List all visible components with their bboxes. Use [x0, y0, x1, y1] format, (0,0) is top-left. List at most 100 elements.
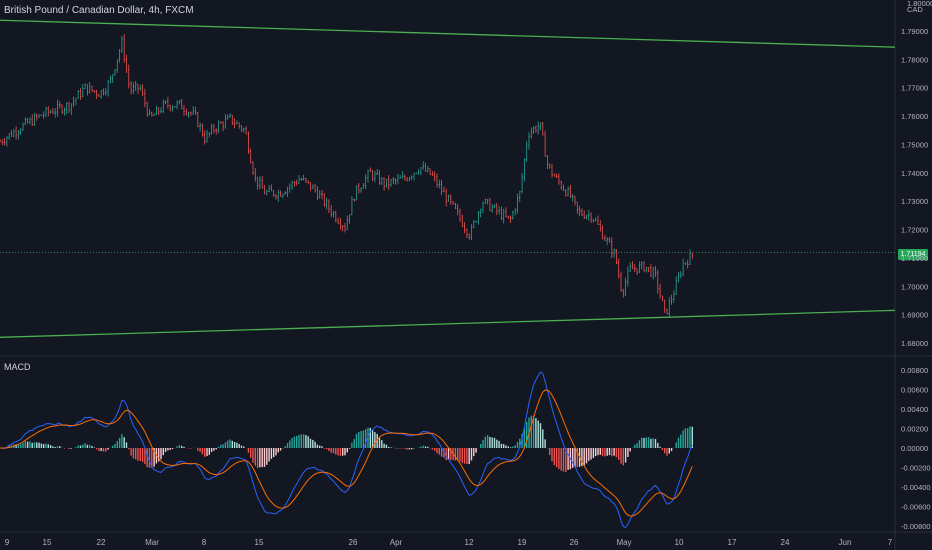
macd-tick-label: 0.00200: [901, 425, 928, 434]
price-bar: [144, 88, 146, 108]
price-bar: [222, 121, 224, 132]
price-bar: [590, 212, 592, 223]
price-bar: [268, 185, 270, 193]
price-bar: [620, 271, 622, 293]
price-bar: [479, 208, 482, 218]
price-bar: [302, 174, 305, 181]
macd-tick-label: -0.00800: [901, 522, 931, 531]
price-bar: [256, 176, 259, 190]
price-bar: [300, 177, 303, 181]
price-bar: [539, 122, 542, 131]
macd-label[interactable]: MACD: [4, 362, 31, 372]
price-bar: [431, 171, 434, 176]
price-bar: [631, 261, 634, 270]
price-bar: [489, 198, 491, 212]
price-bar: [413, 172, 415, 181]
price-bar: [348, 214, 351, 224]
price-bar: [558, 173, 560, 185]
macd-tick-label: 0.00800: [901, 366, 928, 375]
price-bar: [427, 165, 429, 173]
price-tick-label: 1.71000: [901, 254, 928, 263]
price-bar: [387, 175, 390, 190]
price-bar: [261, 175, 263, 189]
price-bar: [238, 122, 240, 129]
price-bar: [420, 167, 422, 176]
price-bar: [254, 168, 257, 182]
price-bar: [132, 82, 135, 94]
price-bar: [36, 113, 38, 121]
price-bar: [316, 185, 319, 201]
price-bar: [555, 173, 558, 178]
price-bar: [611, 237, 613, 259]
price-bar: [381, 177, 383, 186]
price-bar: [654, 265, 657, 278]
price-bar: [496, 203, 498, 216]
price-bar: [118, 48, 121, 63]
price-bar: [410, 175, 413, 181]
price-bar: [282, 193, 284, 199]
price-bar: [226, 114, 229, 120]
price-tick-label: 1.79000: [901, 27, 928, 36]
price-bar: [461, 214, 464, 227]
price-bar: [185, 108, 188, 116]
price-bar: [293, 181, 296, 187]
price-bar: [360, 187, 362, 193]
macd-tick-label: 0.00000: [901, 444, 928, 453]
price-bar: [284, 191, 286, 195]
price-bar: [684, 262, 687, 266]
price-bar: [75, 97, 77, 106]
price-bar: [454, 202, 457, 209]
price-bar: [507, 215, 510, 219]
price-bar: [452, 200, 454, 205]
price-bar: [162, 99, 165, 114]
trendlines[interactable]: [0, 19, 896, 338]
price-bar: [240, 125, 243, 133]
symbol-title[interactable]: British Pound / Canadian Dollar, 4h, FXC…: [4, 5, 194, 16]
macd-tick-label: 0.00400: [901, 405, 928, 414]
time-tick-label: May: [616, 538, 631, 547]
macd-axis[interactable]: 0.00800 0.00600 0.00400 0.00200 0.00000 -0.00…: [901, 366, 931, 531]
price-bar: [647, 267, 650, 273]
price-bar: [615, 249, 618, 265]
price-bar: [629, 262, 631, 273]
price-bar: [178, 100, 181, 105]
price-bar: [344, 222, 346, 233]
price-bar: [567, 186, 569, 197]
price-bar: [578, 205, 581, 216]
price-bar: [38, 114, 40, 119]
price-bar: [415, 172, 418, 175]
price-bar: [643, 261, 645, 272]
price-bar: [15, 126, 17, 140]
time-tick-label: Mar: [145, 538, 159, 547]
price-bar: [174, 106, 176, 108]
price-bar: [217, 120, 220, 134]
time-tick-label: 26: [570, 538, 579, 547]
price-bar: [114, 69, 116, 76]
price-bar: [424, 162, 427, 172]
macd-histogram: [1, 415, 693, 473]
price-bar: [509, 215, 512, 223]
price-tick-label: 1.80000: [907, 0, 932, 8]
price-bar: [498, 206, 500, 215]
price-bar: [229, 113, 231, 118]
price-bar: [102, 88, 105, 96]
price-bar: [190, 111, 192, 117]
price-bar: [394, 178, 397, 185]
price-bar: [8, 133, 10, 141]
price-bar: [502, 208, 505, 224]
price-bar: [220, 121, 222, 124]
price-bar: [341, 225, 344, 232]
time-axis[interactable]: 9 15 22 Mar 8 15 26 Apr 12 19 26 May 10 17 24 Jun 7: [5, 538, 893, 547]
price-bar: [406, 177, 408, 182]
price-bar: [604, 235, 606, 241]
price-axis[interactable]: 1.79000 1.78000 1.77000 1.76000 1.75000 1.740…: [901, 0, 932, 348]
price-bar: [82, 84, 84, 98]
price-tick-label: 1.76000: [901, 112, 928, 121]
price-bar: [599, 220, 602, 232]
price-bar: [548, 163, 551, 169]
trendline: [0, 309, 896, 338]
price-bar: [252, 161, 254, 176]
price-bar: [141, 84, 144, 96]
price-bar: [358, 182, 360, 194]
